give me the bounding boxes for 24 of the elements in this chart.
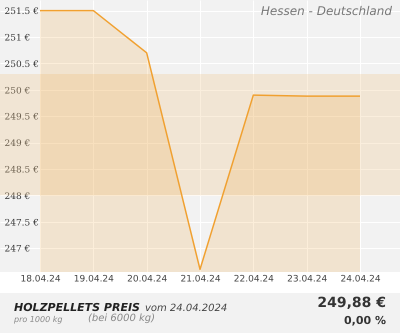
x-tick-label: 23.04.24: [287, 274, 328, 284]
annotation: Hessen - Deutschland: [260, 4, 392, 18]
x-tick-label: 21.04.24: [180, 274, 221, 284]
x-tick-label: 18.04.24: [20, 274, 61, 284]
x-tick-label: 19.04.24: [74, 274, 114, 284]
y-tick-label: 249 €: [4, 139, 30, 150]
y-tick-label: 247.5 €: [4, 218, 39, 228]
y-tick-label: 249.5 €: [4, 112, 39, 123]
x-tick-label: 22.04.24: [234, 274, 274, 284]
text: 249,88 €: [317, 295, 386, 311]
y-tick-label: 250 €: [4, 86, 30, 96]
y-tick-label: 248.5 €: [4, 166, 39, 176]
y-tick-label: 247 €: [4, 244, 30, 255]
text: (bei 6000 kg): [88, 313, 156, 324]
y-tick-label: 250.5 €: [4, 60, 39, 70]
text: vom 24.04.2024: [144, 303, 228, 314]
y-tick-label: 251 €: [4, 33, 30, 44]
x-tick-label: 20.04.24: [127, 274, 168, 284]
text: 0,00 %: [344, 314, 386, 327]
y-tick-label: 248 €: [4, 192, 30, 202]
text: pro 1000 kg: [14, 315, 62, 324]
text: HOLZPELLETS PREIS: [14, 301, 140, 314]
x-tick-label: 24.04.24: [340, 274, 381, 284]
y-tick-label: 251.5 €: [4, 7, 39, 18]
